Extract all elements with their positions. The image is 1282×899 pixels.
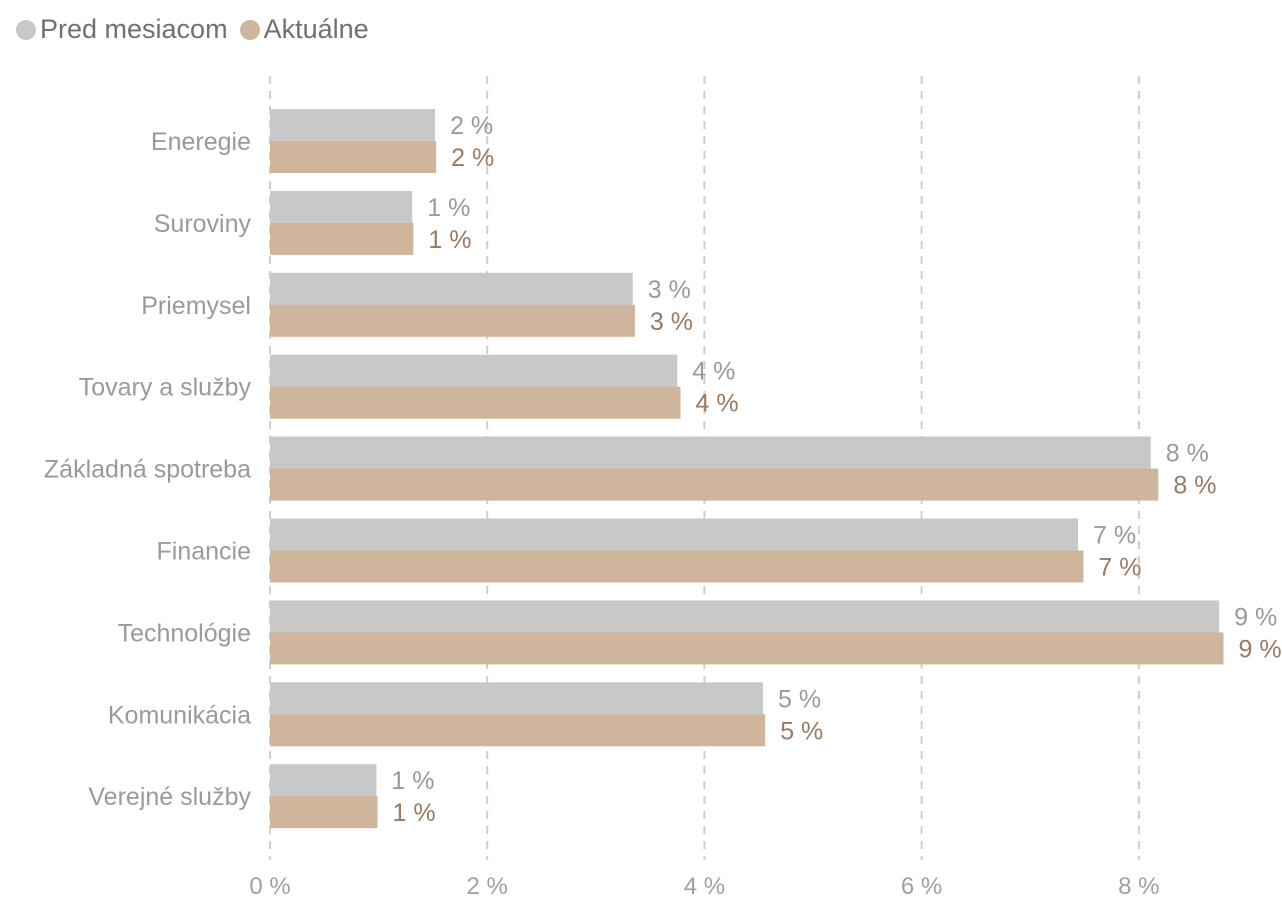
legend-swatch-previous: [16, 19, 36, 40]
bar: [270, 222, 414, 255]
category-label: Technológie: [118, 619, 251, 647]
category-label: Eneregie: [151, 128, 251, 156]
bar: [270, 304, 635, 337]
legend-label-previous: Pred mesiacom: [40, 14, 228, 44]
category-label: Financie: [157, 538, 252, 566]
data-label: 1 %: [427, 194, 470, 222]
x-tick-label: 2 %: [467, 873, 508, 899]
bar: [270, 796, 378, 829]
data-label: 9 %: [1234, 603, 1277, 631]
bar: [270, 468, 1159, 501]
x-tick-label: 4 %: [684, 873, 725, 899]
data-label: 1 %: [393, 799, 436, 827]
data-label: 2 %: [450, 112, 493, 140]
x-tick-label: 6 %: [901, 873, 942, 899]
data-label: 2 %: [451, 144, 494, 172]
category-label: Verejné služby: [88, 783, 251, 811]
bar: [270, 386, 681, 419]
x-tick-label: 0 %: [249, 873, 290, 899]
data-label: 7 %: [1098, 554, 1141, 582]
data-label: 3 %: [648, 276, 691, 304]
bar: [270, 436, 1151, 470]
category-label: Suroviny: [154, 210, 252, 238]
category-labels: Eneregie Suroviny Priemysel Tovary a služby…: [44, 128, 252, 811]
chart-legend: Pred mesiacom Aktuálne: [16, 14, 369, 45]
bar: [270, 764, 377, 798]
bar: [270, 109, 436, 142]
bar: [270, 600, 1220, 634]
bar: [270, 272, 633, 306]
data-label: 4 %: [692, 358, 735, 386]
bar: [270, 714, 766, 747]
legend-swatch-current: [239, 19, 260, 40]
legend-item-previous: Pred mesiacom: [16, 14, 228, 45]
data-label: 9 %: [1239, 635, 1282, 663]
data-label: 4 %: [696, 390, 739, 418]
bar: [270, 632, 1224, 665]
category-label: Komunikácia: [108, 701, 251, 729]
legend-item-current: Aktuálne: [239, 14, 369, 45]
data-label: 3 %: [650, 308, 693, 336]
data-label: 7 %: [1093, 522, 1136, 550]
bar: [270, 141, 437, 173]
category-label: Tovary a služby: [79, 374, 252, 402]
bars: [270, 109, 1224, 829]
x-tick-label: 8 %: [1118, 873, 1159, 899]
category-label: Priemysel: [141, 292, 251, 320]
bar: [270, 190, 413, 224]
category-label: Základná spotreba: [44, 456, 251, 484]
data-label: 8 %: [1166, 440, 1209, 468]
data-labels: 2 % 2 % 1 % 1 % 3 % 3 % 4 % 4 % 8 % 8 % 7 % 7 % 9 % 9…: [391, 112, 1281, 827]
bar: [270, 682, 764, 716]
bar: [270, 518, 1078, 552]
data-label: 5 %: [780, 717, 823, 745]
x-axis-ticks: 0 % 2 % 4 % 6 % 8 %: [249, 873, 1159, 899]
bar: [270, 354, 678, 388]
data-label: 5 %: [778, 685, 821, 713]
bar: [270, 550, 1084, 583]
legend-label-current: Aktuálne: [263, 14, 369, 44]
data-label: 1 %: [391, 767, 434, 795]
data-label: 1 %: [428, 226, 471, 254]
data-label: 8 %: [1173, 472, 1216, 500]
